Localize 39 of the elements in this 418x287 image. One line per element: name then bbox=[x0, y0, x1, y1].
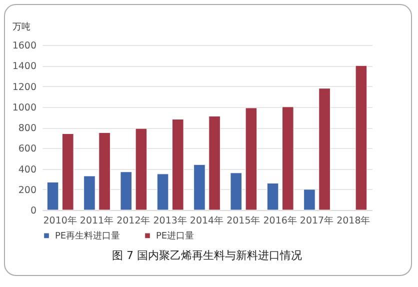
y-tick-label: 400 bbox=[18, 164, 36, 176]
bar bbox=[62, 133, 74, 210]
bar bbox=[135, 128, 148, 210]
bar bbox=[46, 182, 59, 210]
y-tick-label: 600 bbox=[18, 144, 36, 155]
bar bbox=[304, 189, 316, 210]
bar bbox=[355, 65, 368, 210]
y-tick-label: 1400 bbox=[12, 61, 36, 72]
legend-label: PE再生料进口量 bbox=[55, 230, 120, 242]
bar bbox=[318, 88, 330, 210]
y-tick-label: 1600 bbox=[12, 40, 36, 52]
y-tick-label: 200 bbox=[18, 184, 36, 196]
y-axis-title: 万吨 bbox=[12, 22, 30, 32]
bar bbox=[230, 172, 242, 210]
y-tick-label: 1000 bbox=[12, 102, 36, 114]
x-tick-label: 2015年 bbox=[226, 214, 261, 226]
x-tick-label: 2014年 bbox=[190, 214, 224, 226]
bar bbox=[156, 174, 169, 210]
bar bbox=[98, 132, 110, 210]
bar bbox=[266, 182, 279, 210]
legend-label: PE进口量 bbox=[156, 230, 194, 242]
bar bbox=[245, 108, 258, 210]
x-tick-label: 2018年 bbox=[336, 214, 371, 226]
bar bbox=[84, 176, 96, 210]
bar bbox=[120, 172, 132, 210]
x-tick-label: 2017年 bbox=[300, 214, 334, 226]
x-tick-label: 2010年 bbox=[43, 214, 78, 226]
bar bbox=[208, 116, 220, 210]
y-tick-label: 800 bbox=[18, 123, 36, 134]
x-tick-label: 2012年 bbox=[116, 214, 151, 226]
y-tick-label: 0 bbox=[30, 206, 36, 216]
x-tick-label: 2016年 bbox=[263, 214, 298, 226]
text: 图 7 国内聚乙烯再生料与新料进口情况 bbox=[112, 249, 302, 262]
x-tick-label: 2013年 bbox=[153, 214, 188, 226]
x-tick-label: 2011年 bbox=[80, 214, 114, 226]
bar bbox=[172, 119, 184, 210]
bar bbox=[194, 164, 206, 210]
bar bbox=[282, 106, 294, 210]
y-tick-label: 1200 bbox=[12, 82, 36, 93]
